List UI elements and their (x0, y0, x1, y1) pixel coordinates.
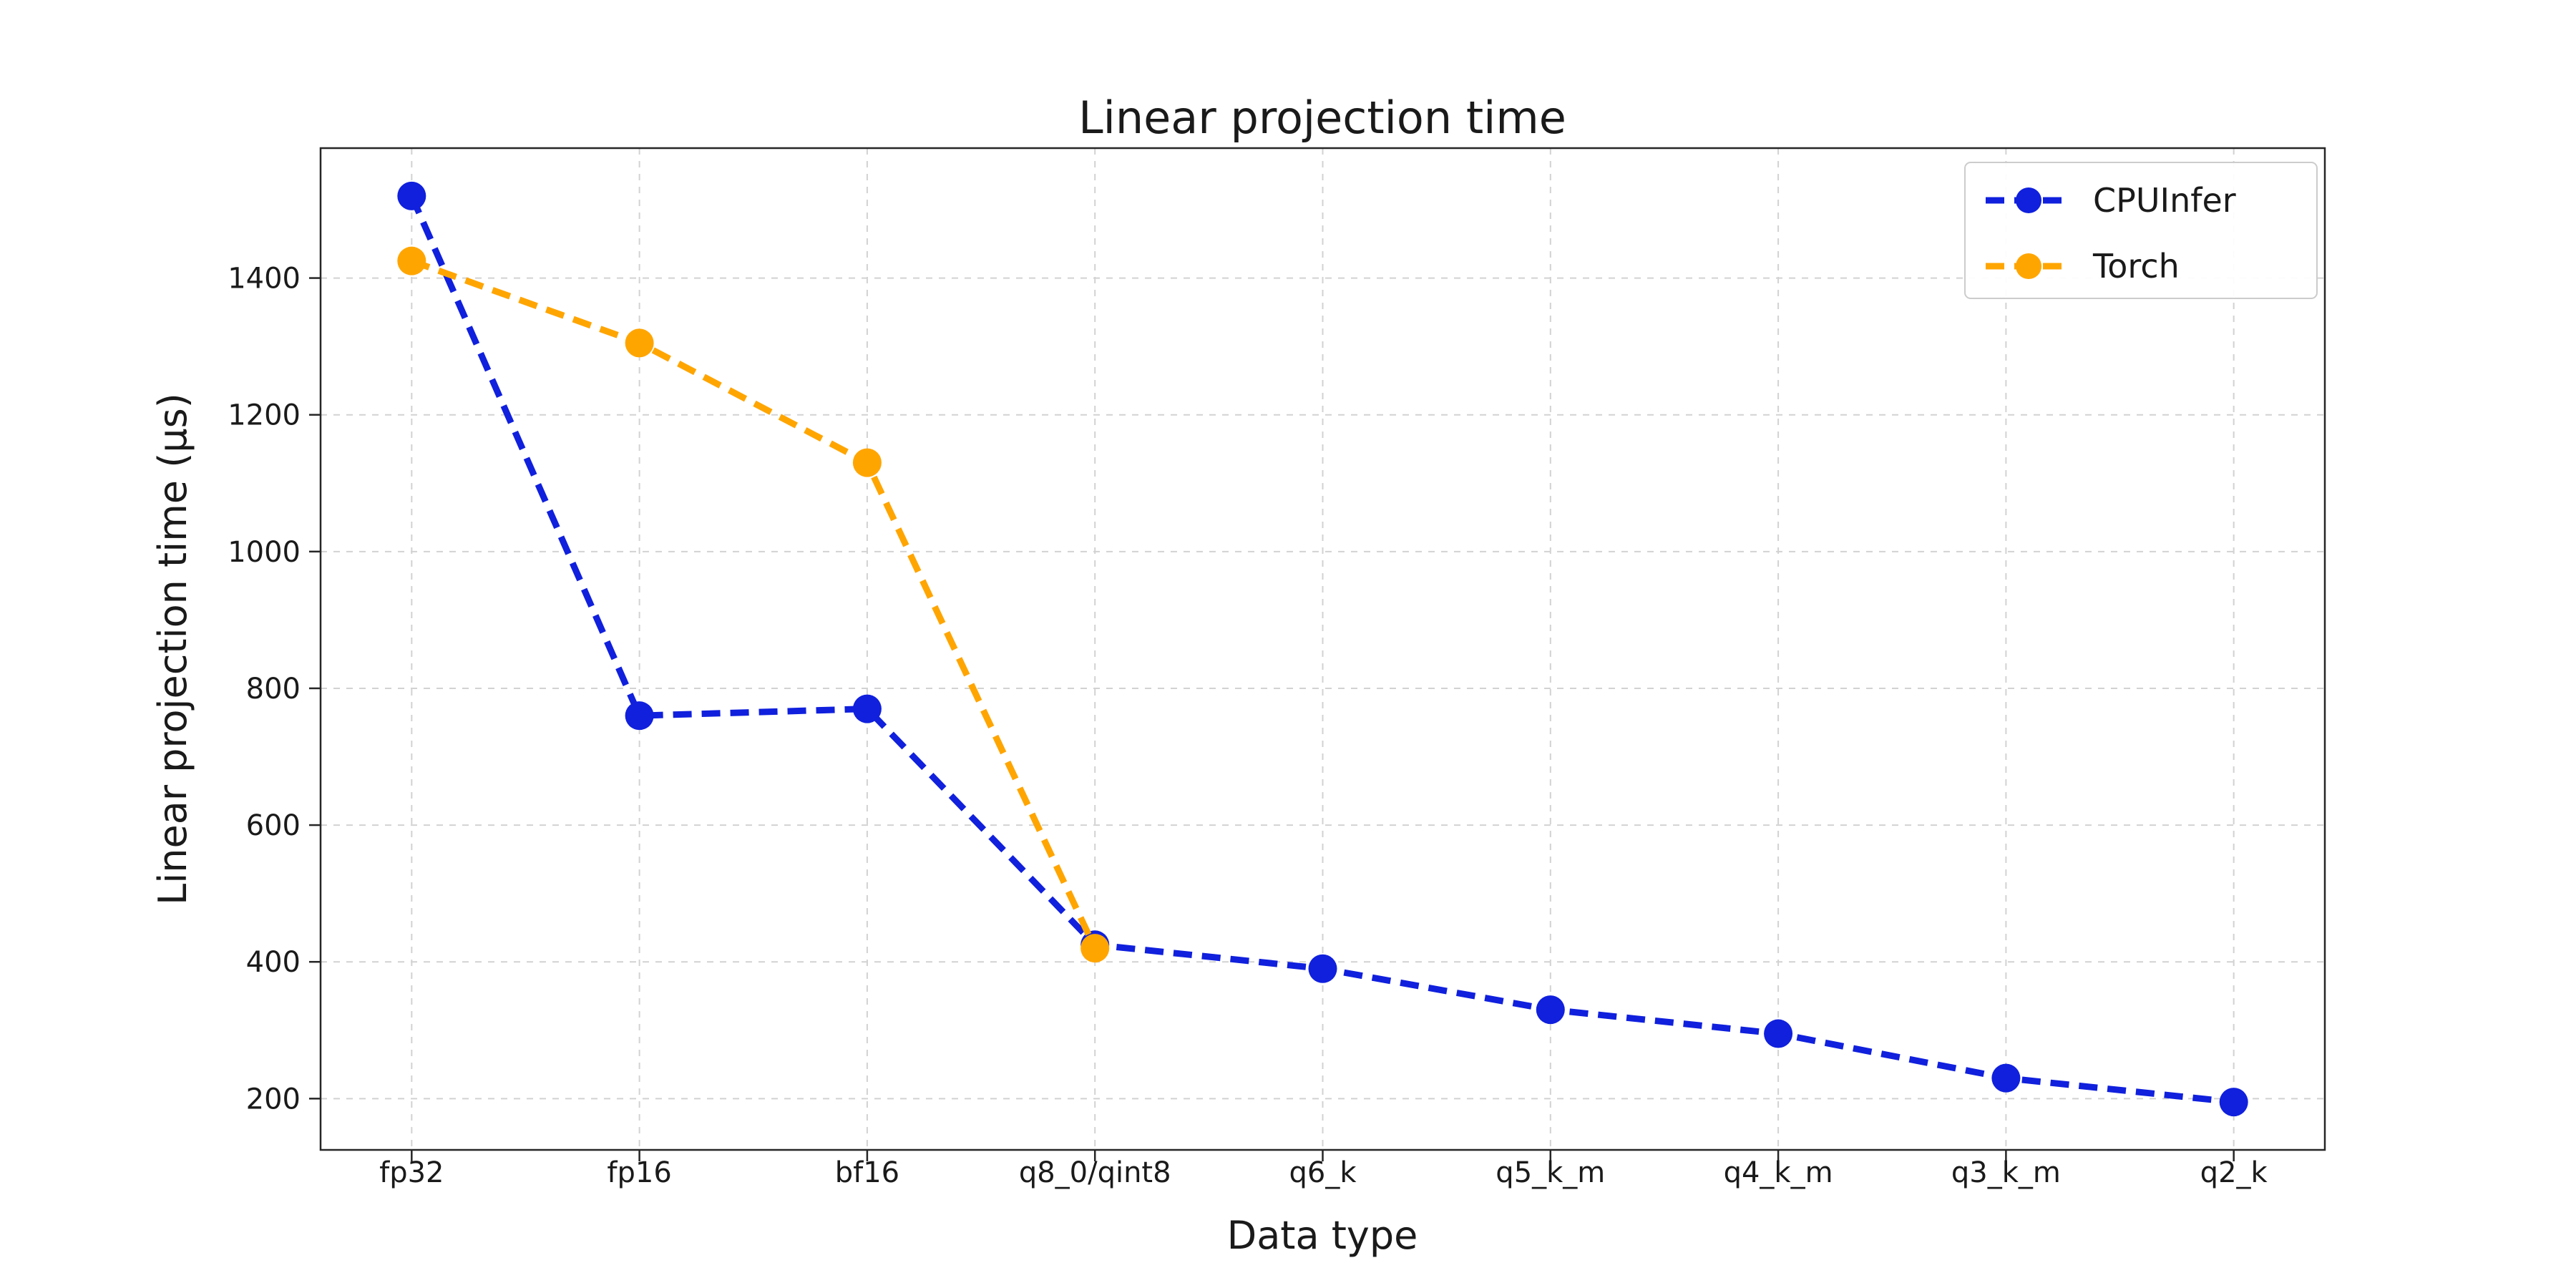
x-tick-label: q5_k_m (1496, 1156, 1605, 1189)
legend-marker-torch (2016, 253, 2041, 279)
y-tick-label: 400 (246, 946, 301, 979)
legend-label-torch: Torch (2092, 247, 2180, 286)
x-tick-label: fp32 (379, 1156, 444, 1189)
data-point-torch (852, 448, 882, 477)
data-point-cpuinfer (1991, 1063, 2021, 1093)
series-layer (397, 181, 2248, 1117)
data-point-cpuinfer (2219, 1088, 2248, 1117)
data-point-cpuinfer (1764, 1019, 1793, 1048)
data-point-cpuinfer (852, 694, 882, 723)
y-tick-label: 1200 (228, 399, 301, 432)
data-point-torch (1080, 934, 1110, 963)
legend-entry-torch: Torch (1986, 247, 2180, 286)
x-tick-label: bf16 (835, 1156, 899, 1189)
y-tick-label: 1400 (228, 263, 301, 296)
data-point-torch (625, 328, 654, 358)
data-point-cpuinfer (397, 181, 426, 210)
legend: CPUInfer Torch (1964, 162, 2318, 299)
x-tick-label: fp16 (607, 1156, 671, 1189)
y-axis-label: Linear projection time (μs) (150, 393, 195, 905)
x-axis-label: Data type (1227, 1213, 1418, 1258)
x-tick-label: q4_k_m (1724, 1156, 1833, 1189)
data-point-cpuinfer (1536, 995, 1565, 1025)
legend-marker-cpuinfer (2016, 187, 2041, 213)
x-tick-label: q6_k (1289, 1156, 1357, 1189)
y-tick-label: 600 (246, 809, 301, 842)
axes-layer: fp32 fp16 bf16 q8_0/qint8 q6_k q5_k_m q4_k_m q3… (228, 147, 2326, 1189)
y-tick-label: 800 (246, 673, 301, 706)
legend-entry-cpuinfer: CPUInfer (1986, 181, 2236, 220)
y-tick-label: 200 (246, 1083, 301, 1116)
series-line-torch (410, 258, 1098, 950)
chart-title: Linear projection time (1078, 92, 1566, 144)
data-point-torch (397, 246, 426, 275)
x-tick-label: q3_k_m (1951, 1156, 2061, 1189)
legend-label-cpuinfer: CPUInfer (2093, 181, 2236, 220)
data-point-cpuinfer (625, 701, 654, 731)
data-point-cpuinfer (1308, 954, 1337, 983)
x-tick-label: q8_0/qint8 (1019, 1156, 1171, 1189)
x-tick-label: q2_k (2200, 1156, 2268, 1189)
y-tick-label: 1000 (228, 536, 301, 569)
